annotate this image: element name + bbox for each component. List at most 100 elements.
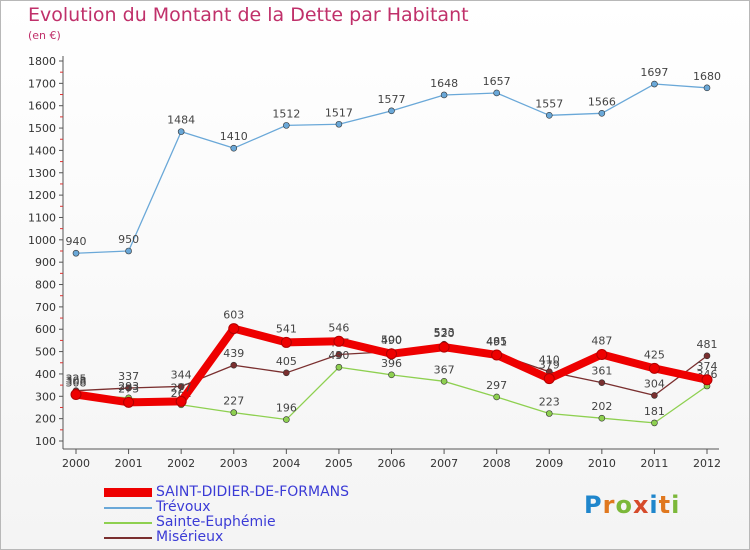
data-label-saint-didier-de-formans: 485 [486, 335, 507, 348]
data-label-tr-voux: 950 [118, 233, 139, 246]
logo-letter: i [671, 491, 681, 519]
data-point-sainte-euph-mie [335, 363, 343, 371]
data-label-saint-didier-de-formans: 541 [276, 322, 297, 335]
data-label-saint-didier-de-formans: 487 [591, 334, 612, 347]
data-label-mis-rieux: 344 [171, 368, 192, 381]
data-label-saint-didier-de-formans: 490 [381, 334, 402, 347]
y-tick-label: 1700 [28, 77, 56, 90]
legend-item-saint-didier: SAINT-DIDIER-DE-FORMANS [104, 485, 349, 500]
x-tick-label: 2012 [693, 457, 721, 470]
unit-label: (en €) [28, 29, 61, 42]
x-tick-label: 2008 [483, 457, 511, 470]
data-point-tr-voux [493, 89, 500, 97]
data-point-sainte-euph-mie [440, 378, 448, 385]
data-label-mis-rieux: 304 [644, 377, 665, 390]
y-tick-label: 1800 [28, 55, 56, 68]
y-tick-label: 100 [35, 435, 56, 448]
data-label-sainte-euph-mie: 396 [381, 357, 402, 370]
data-label-mis-rieux: 361 [591, 365, 612, 378]
data-point-tr-voux [125, 247, 132, 255]
legend-label: SAINT-DIDIER-DE-FORMANS [156, 484, 350, 500]
y-tick-label: 900 [35, 256, 56, 269]
data-label-tr-voux: 940 [66, 235, 87, 248]
data-label-mis-rieux: 533 [434, 326, 455, 339]
y-tick-label: 400 [35, 368, 56, 381]
data-point-sainte-euph-mie [493, 393, 500, 401]
x-tick-label: 2010 [588, 457, 616, 470]
x-tick-label: 2005 [325, 457, 353, 470]
data-label-saint-didier-de-formans: 425 [644, 348, 665, 361]
data-point-saint-didier-de-formans [491, 349, 503, 361]
data-point-tr-voux [335, 120, 343, 128]
data-label-sainte-euph-mie: 181 [644, 405, 665, 418]
legend-item-sainte-euphemie: Sainte-Euphémie [104, 515, 349, 530]
y-tick-label: 800 [35, 279, 56, 292]
proxiti-logo: Proxiti [584, 491, 680, 519]
data-label-saint-didier-de-formans: 374 [697, 360, 718, 373]
data-point-tr-voux [703, 84, 711, 92]
data-point-mis-rieux [598, 379, 606, 386]
x-tick-label: 2003 [220, 457, 248, 470]
logo-letter: o [615, 491, 633, 519]
data-label-sainte-euph-mie: 196 [276, 402, 297, 415]
data-point-tr-voux [388, 107, 395, 115]
y-tick-label: 1500 [28, 122, 56, 135]
x-tick-label: 2000 [62, 457, 90, 470]
legend-item-miserieux: Misérieux [104, 530, 349, 545]
data-label-sainte-euph-mie: 297 [486, 379, 507, 392]
legend-swatch [104, 506, 152, 509]
data-label-tr-voux: 1557 [535, 97, 563, 110]
data-label-tr-voux: 1484 [167, 114, 195, 127]
data-point-saint-didier-de-formans [648, 362, 660, 374]
data-label-tr-voux: 1697 [640, 66, 668, 79]
data-label-saint-didier-de-formans: 379 [539, 359, 560, 372]
data-point-tr-voux [72, 249, 80, 257]
data-label-saint-didier-de-formans: 273 [118, 382, 139, 395]
y-tick-label: 200 [35, 413, 56, 426]
data-point-sainte-euph-mie [545, 410, 553, 417]
data-label-tr-voux: 1657 [483, 75, 511, 88]
data-label-mis-rieux: 405 [276, 355, 297, 368]
y-tick-label: 1200 [28, 189, 56, 202]
x-tick-label: 2007 [430, 457, 458, 470]
data-point-sainte-euph-mie [598, 414, 606, 422]
data-label-tr-voux: 1566 [588, 95, 616, 108]
data-label-tr-voux: 1512 [272, 107, 300, 120]
data-label-mis-rieux: 439 [223, 347, 244, 360]
x-tick-label: 2001 [115, 457, 143, 470]
y-tick-label: 700 [35, 301, 56, 314]
data-label-mis-rieux: 410 [539, 354, 560, 367]
data-label-mis-rieux: 481 [697, 338, 718, 351]
data-label-saint-didier-de-formans: 277 [171, 381, 192, 394]
data-label-saint-didier-de-formans: 520 [434, 327, 455, 340]
data-point-sainte-euph-mie [230, 409, 238, 416]
data-point-saint-didier-de-formans [123, 396, 135, 408]
data-point-sainte-euph-mie [388, 371, 395, 379]
legend-swatch [104, 521, 152, 524]
data-label-tr-voux: 1577 [378, 93, 406, 106]
y-tick-label: 1600 [28, 100, 56, 113]
data-point-mis-rieux [125, 384, 132, 392]
data-point-mis-rieux [177, 383, 185, 390]
data-point-sainte-euph-mie [651, 419, 658, 427]
logo-letter: P [584, 491, 603, 519]
data-point-tr-voux [177, 128, 185, 135]
data-point-tr-voux [598, 110, 606, 117]
data-label-sainte-euph-mie: 308 [66, 377, 87, 390]
data-label-saint-didier-de-formans: 546 [328, 321, 349, 334]
data-point-tr-voux [283, 122, 290, 129]
data-point-mis-rieux [335, 351, 343, 358]
y-tick-label: 1400 [28, 144, 56, 157]
data-label-sainte-euph-mie: 293 [118, 380, 139, 393]
x-tick-label: 2011 [640, 457, 668, 470]
data-point-mis-rieux [651, 392, 658, 399]
data-label-mis-rieux: 500 [381, 334, 402, 347]
data-label-sainte-euph-mie: 430 [328, 349, 349, 362]
y-tick-label: 600 [35, 323, 56, 336]
data-point-mis-rieux [703, 352, 711, 360]
y-tick-label: 1000 [28, 234, 56, 247]
logo-letter: t [658, 491, 672, 519]
x-tick-label: 2004 [272, 457, 300, 470]
